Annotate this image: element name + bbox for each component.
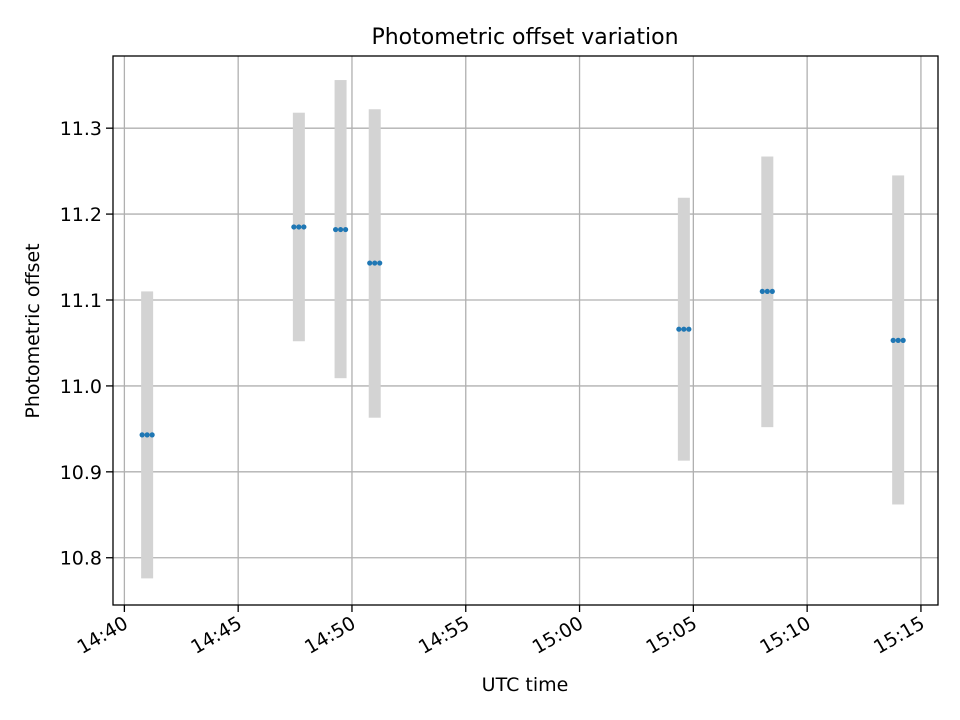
data-point	[342, 226, 349, 233]
data-point	[367, 260, 373, 266]
data-point	[890, 337, 896, 343]
y-tick-label: 10.9	[60, 462, 102, 484]
data-point	[291, 224, 297, 230]
data-point	[301, 224, 307, 230]
data-point	[681, 326, 687, 332]
y-tick-label: 11.0	[60, 376, 102, 398]
y-axis-label: Photometric offset	[22, 243, 44, 418]
chart-title: Photometric offset variation	[371, 25, 678, 50]
data-point	[900, 337, 906, 343]
y-tick-label: 11.3	[60, 118, 102, 140]
data-point	[139, 432, 145, 438]
data-point	[144, 432, 150, 438]
data-point	[332, 226, 339, 233]
x-axis-label: UTC time	[482, 674, 569, 696]
data-point	[686, 326, 692, 332]
plot-frame	[112, 55, 939, 606]
y-tick-label: 10.8	[60, 548, 102, 570]
data-point	[759, 288, 765, 295]
y-tick-label: 11.2	[60, 204, 102, 226]
data-point	[764, 288, 770, 295]
data-point	[769, 288, 775, 295]
data-point	[676, 326, 682, 332]
grid-layer	[113, 56, 938, 605]
data-point	[149, 432, 155, 438]
data-point	[895, 337, 901, 343]
y-tick-label: 11.1	[60, 290, 102, 312]
data-point	[296, 224, 302, 230]
data-point	[337, 226, 344, 233]
data-point	[372, 260, 378, 266]
data-layer	[139, 80, 906, 579]
data-point	[377, 260, 383, 266]
